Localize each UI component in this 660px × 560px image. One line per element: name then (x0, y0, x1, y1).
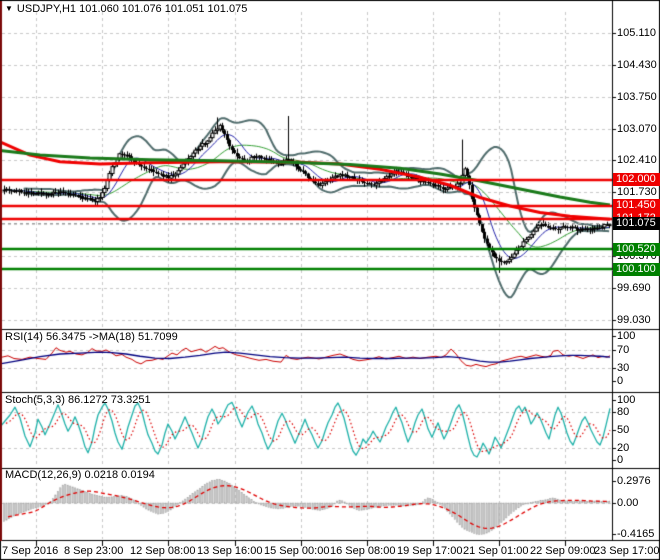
time-axis-label: 13 Sep 16:00 (197, 545, 263, 557)
macd-axis-label: -0.4165 (617, 527, 655, 540)
price-axis-label: 103.750 (617, 91, 657, 104)
macd-indicator-label: MACD(12,26,9) 0.0218 0.0194 (5, 469, 155, 481)
rsi-axis-label: 0 (617, 375, 624, 387)
symbol-dropdown-icon[interactable]: ▼ (5, 4, 13, 13)
price-axis-label: 105.110 (617, 27, 656, 40)
price-axis[interactable]: 105.110 104.430 103.750 103.070 102.410 101.7… (613, 0, 660, 541)
price-level-tag: 100.100 (613, 263, 660, 276)
time-axis-label: 16 Sep 08:00 (330, 545, 396, 557)
stoch-axis-label: 100 (617, 394, 636, 406)
price-level-tag: 100.520 (613, 243, 660, 256)
time-axis-label: 8 Sep 23:00 (64, 545, 124, 557)
time-axis-label: 12 Sep 08:00 (130, 545, 196, 557)
price-axis-label: 104.430 (617, 59, 657, 72)
chart-header: ▼ USDJPY,H1 101.060 101.076 101.051 101.0… (5, 2, 247, 16)
time-axis-label: 19 Sep 17:00 (397, 545, 463, 557)
price-level-tag: 101.450 (613, 199, 660, 212)
stoch-axis-label: 0 (617, 454, 624, 466)
time-axis-label: 22 Sep 09:00 (530, 545, 596, 557)
rsi-axis-label: 100 (617, 330, 636, 342)
time-axis-label: 21 Sep 01:00 (463, 545, 529, 557)
price-axis-label: 102.410 (617, 154, 657, 167)
macd-axis-label: 0.00 (617, 497, 639, 509)
price-axis-label: 99.690 (617, 282, 651, 295)
rsi-axis-label: 70 (617, 343, 630, 356)
stoch-axis-label: 20 (617, 442, 630, 454)
rsi-axis-label: 30 (617, 361, 630, 374)
macd-axis-label: 0.2976 (617, 474, 651, 487)
price-axis-label: 99.030 (617, 313, 651, 326)
symbol-timeframe-label: USDJPY,H1 (16, 3, 77, 15)
time-axis-label: 23 Sep 17:00 (594, 545, 660, 557)
stoch-axis-label: 80 (617, 406, 630, 418)
current-price-tag: 101.075 (613, 217, 660, 230)
rsi-indicator-label: RSI(14) 56.3475 ->MA(18) 51.7099 (5, 331, 178, 343)
price-axis-label: 101.730 (617, 186, 657, 199)
price-axis-label: 103.070 (617, 123, 657, 136)
stoch-axis-label: 50 (617, 424, 630, 436)
time-axis[interactable]: 7 Sep 2016 8 Sep 23:00 12 Sep 08:00 13 Sep … (0, 542, 660, 560)
stoch-indicator-label: Stoch(5,3,3) 86.1272 73.3251 (5, 394, 151, 406)
price-level-tag: 102.000 (613, 173, 660, 186)
time-axis-label: 15 Sep 00:00 (264, 545, 330, 557)
ohlc-values: 101.060 101.076 101.051 101.075 (79, 3, 248, 15)
time-axis-label: 7 Sep 2016 (2, 545, 59, 557)
